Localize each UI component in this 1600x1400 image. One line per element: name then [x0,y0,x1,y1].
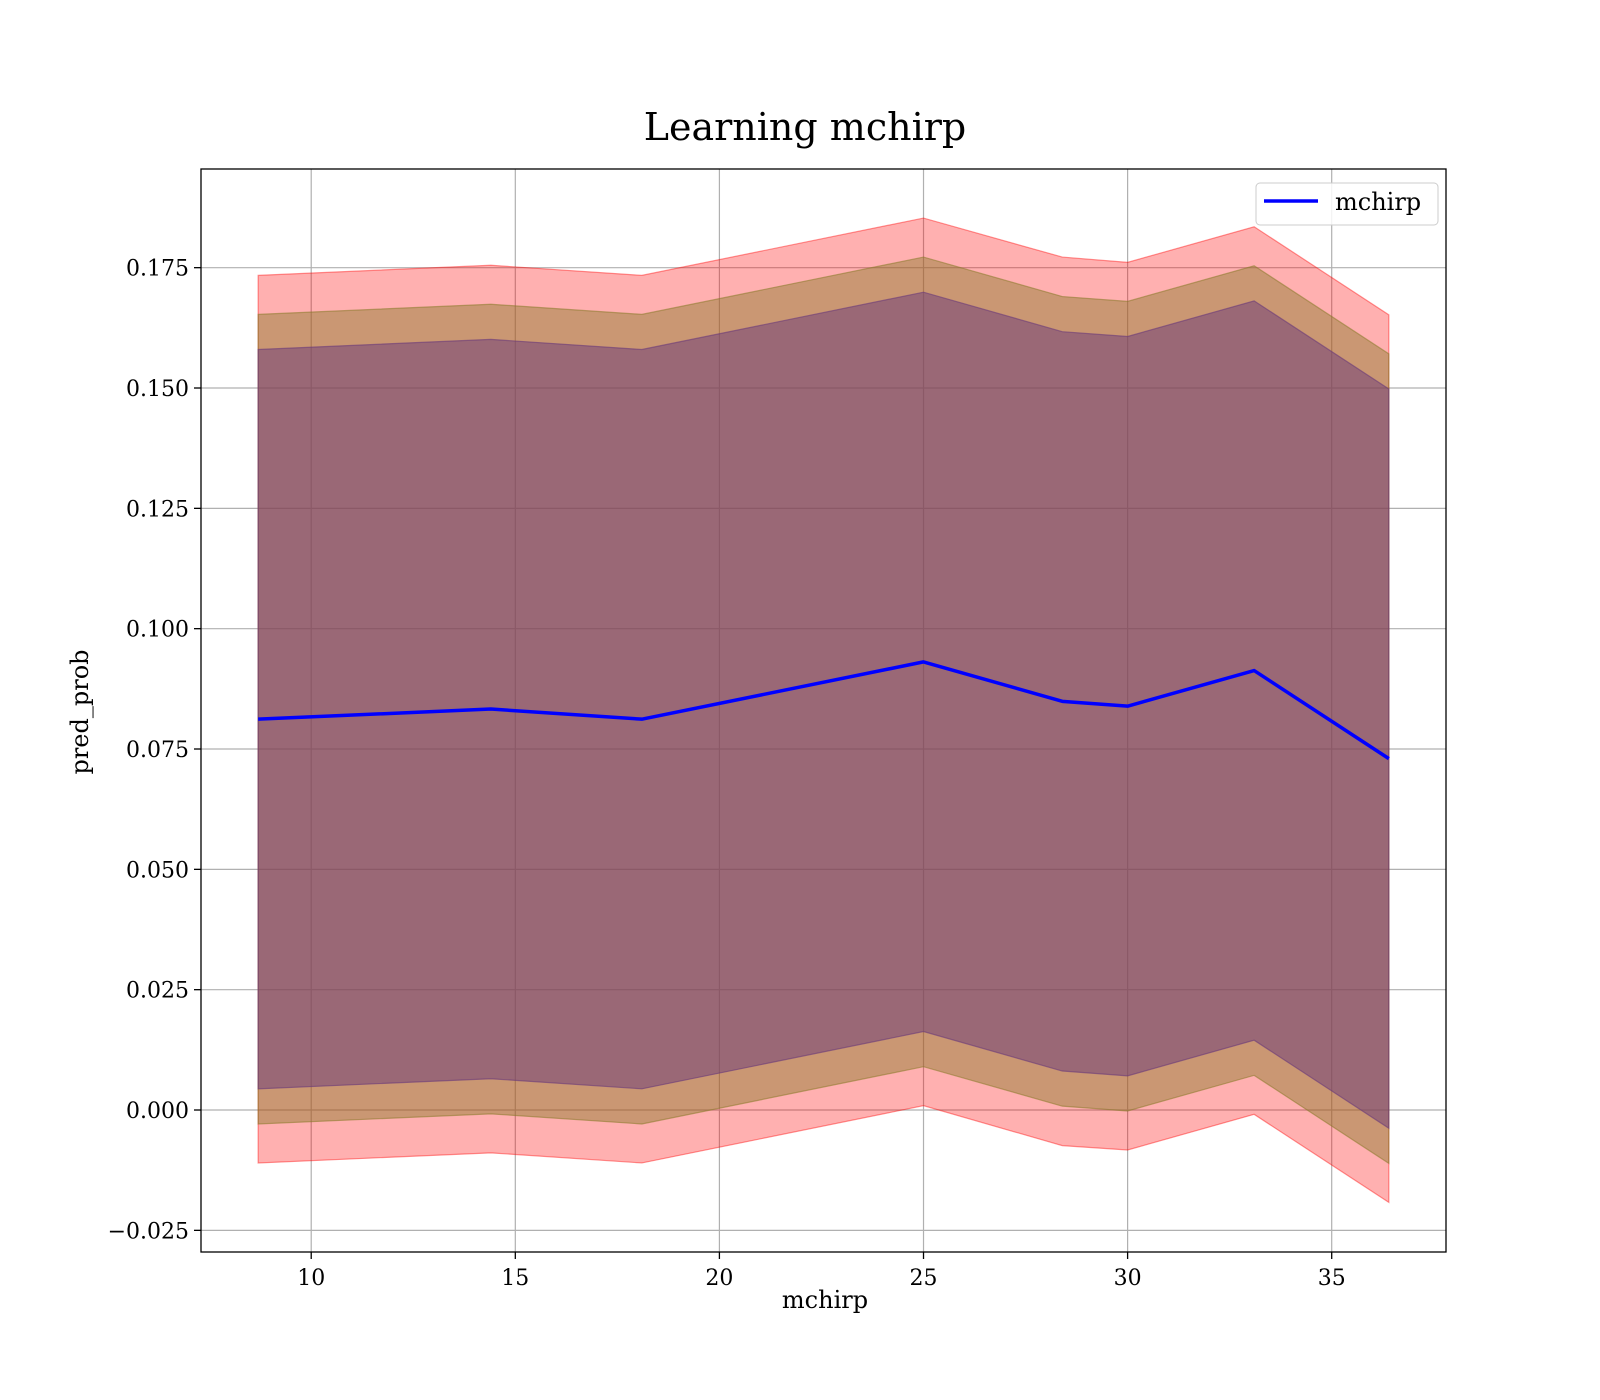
chart-title: Learning mchirp [644,105,966,149]
legend: mchirp [1255,182,1439,226]
y-axis-label: pred_prob [66,649,94,774]
confidence-band-2 [257,291,1390,1130]
x-tick-label-5: 35 [1318,1266,1346,1291]
y-tick-label-0: −0.025 [108,1219,189,1244]
legend-label-mchirp: mchirp [1335,188,1421,216]
y-tick-label-2: 0.025 [126,979,189,1004]
x-tick-label-0: 10 [297,1266,325,1291]
x-tick-label-4: 30 [1114,1266,1142,1291]
x-tick-label-3: 25 [910,1266,938,1291]
y-tick-label-6: 0.125 [126,497,189,522]
y-tick-label-8: 0.175 [126,257,189,282]
y-axis-ticks: −0.025 0.000 0.025 0.050 0.075 0.100 0.125 0.15… [108,257,201,1244]
y-tick-label-3: 0.050 [126,858,189,883]
y-tick-label-1: 0.000 [126,1099,189,1124]
y-tick-label-7: 0.150 [126,377,189,402]
plot-frame [200,168,1447,1253]
series-lines [258,660,1390,761]
x-tick-label-2: 20 [705,1266,733,1291]
y-tick-label-5: 0.100 [126,618,189,643]
x-axis-label: mchirp [782,1286,868,1314]
y-tick-label-4: 0.075 [126,738,189,763]
confidence-bands [257,217,1390,1204]
x-axis-ticks: 10 15 20 25 30 35 [297,1252,1346,1291]
x-tick-label-1: 15 [501,1266,529,1291]
legend-box [1255,182,1439,226]
series-line-0 [258,660,1390,761]
